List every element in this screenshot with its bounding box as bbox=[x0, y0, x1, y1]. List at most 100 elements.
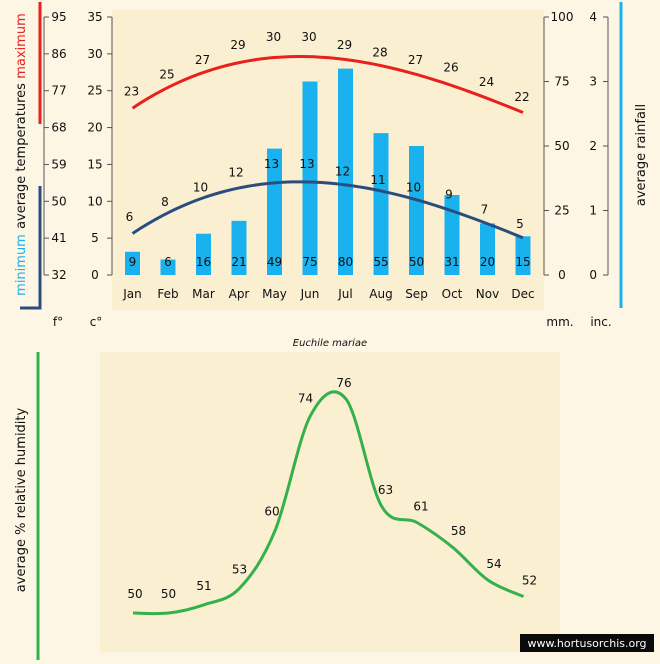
maximum-temperature-line bbox=[131, 55, 524, 114]
species-caption: Euchile mariae bbox=[293, 338, 367, 349]
maximum-value-label-jul: 29 bbox=[337, 38, 352, 52]
fahrenheit-tick-label: 32 bbox=[51, 268, 66, 282]
mm-tick-label: 75 bbox=[554, 75, 569, 89]
fahrenheit-tick-label: 86 bbox=[51, 47, 66, 61]
maximum-value-label-mar: 27 bbox=[195, 53, 210, 67]
celsius-tick-label: 35 bbox=[87, 10, 102, 24]
maximum-value-label-jan: 23 bbox=[124, 84, 139, 98]
humidity-value-label-dec: 52 bbox=[522, 574, 537, 588]
humidity-chart-panel bbox=[100, 352, 560, 652]
rainfall-value-label-feb: 6 bbox=[164, 255, 172, 269]
maximum-value-label-feb: 25 bbox=[159, 68, 174, 82]
month-label-dec: Dec bbox=[511, 287, 534, 301]
inch-tick-label: 1 bbox=[589, 204, 597, 218]
month-label-feb: Feb bbox=[157, 287, 178, 301]
celsius-unit-label: c° bbox=[90, 315, 103, 329]
mm-unit-label: mm. bbox=[546, 315, 573, 329]
minimum-bracket bbox=[20, 186, 42, 310]
humidity-value-label-jun: 74 bbox=[298, 392, 313, 406]
rainfall-bar-dec bbox=[515, 236, 531, 275]
inch-tick-label: 3 bbox=[589, 75, 597, 89]
minimum-value-label-feb: 8 bbox=[161, 195, 169, 209]
minimum-value-label-nov: 7 bbox=[481, 202, 489, 216]
minimum-value-label-sep: 10 bbox=[406, 180, 421, 194]
month-label-jan: Jan bbox=[122, 287, 142, 301]
mm-tick-label: 100 bbox=[551, 10, 574, 24]
minimum-value-label-dec: 5 bbox=[516, 217, 524, 231]
rainfall-bar-aug bbox=[373, 133, 389, 275]
month-label-oct: Oct bbox=[442, 287, 463, 301]
maximum-value-label-may: 30 bbox=[266, 30, 281, 44]
humidity-value-label-nov: 54 bbox=[486, 557, 501, 571]
minimum-value-label-jun: 13 bbox=[299, 157, 314, 171]
inch-tick-label: 4 bbox=[589, 10, 597, 24]
humidity-line bbox=[132, 390, 525, 616]
minimum-value-label-jul: 12 bbox=[335, 165, 350, 179]
month-label-jun: Jun bbox=[300, 287, 320, 301]
rainfall-value-label-nov: 20 bbox=[480, 255, 495, 269]
watermark-text: www.hortusorchis.org bbox=[527, 637, 646, 650]
maximum-value-label-oct: 26 bbox=[443, 60, 458, 74]
rainfall-bar-jun bbox=[302, 81, 318, 275]
celsius-tick-label: 25 bbox=[87, 84, 102, 98]
minimum-value-label-aug: 11 bbox=[370, 173, 385, 187]
maximum-axis-title: maximum bbox=[14, 13, 29, 79]
month-label-sep: Sep bbox=[405, 287, 428, 301]
minimum-value-label-mar: 10 bbox=[193, 180, 208, 194]
maximum-value-label-aug: 28 bbox=[372, 46, 387, 60]
mm-tick-label: 50 bbox=[554, 139, 569, 153]
humidity-value-label-oct: 58 bbox=[451, 524, 466, 538]
minimum-value-label-oct: 9 bbox=[445, 188, 453, 202]
minimum-value-label-apr: 12 bbox=[228, 166, 243, 180]
rainfall-bar-may bbox=[267, 148, 282, 275]
watermark-background bbox=[520, 634, 654, 652]
celsius-tick-label: 30 bbox=[87, 47, 102, 61]
rainfall-value-label-jan: 9 bbox=[129, 255, 137, 269]
rainfall-bar-jan bbox=[125, 251, 140, 275]
rainfall-bar-mar bbox=[196, 233, 211, 275]
rainfall-value-label-aug: 55 bbox=[373, 255, 388, 269]
top-chart-panel bbox=[112, 10, 544, 310]
inch-tick-label: 0 bbox=[589, 268, 597, 282]
inch-unit-label: inc. bbox=[590, 315, 611, 329]
inch-tick-label: 2 bbox=[589, 139, 597, 153]
fahrenheit-tick-label: 95 bbox=[51, 10, 66, 24]
rainfall-bar-apr bbox=[231, 220, 247, 275]
mm-tick-label: 25 bbox=[554, 204, 569, 218]
celsius-tick-label: 0 bbox=[91, 268, 99, 282]
maximum-value-label-sep: 27 bbox=[408, 53, 423, 67]
rainfall-value-label-may: 49 bbox=[267, 255, 282, 269]
celsius-tick-label: 5 bbox=[91, 231, 99, 245]
minimum-axis-title: minimum bbox=[14, 234, 29, 296]
celsius-tick-label: 15 bbox=[87, 157, 102, 171]
rainfall-value-label-oct: 31 bbox=[444, 255, 459, 269]
rainfall-value-label-sep: 50 bbox=[409, 255, 424, 269]
minimum-value-label-jan: 6 bbox=[126, 210, 134, 224]
month-label-mar: Mar bbox=[192, 287, 215, 301]
month-label-nov: Nov bbox=[476, 287, 499, 301]
average-rainfall-axis-title: average rainfall bbox=[634, 104, 649, 206]
rainfall-value-label-mar: 16 bbox=[196, 255, 211, 269]
humidity-value-label-jan: 50 bbox=[127, 587, 142, 601]
humidity-value-label-apr: 53 bbox=[232, 562, 247, 576]
maximum-value-label-jun: 30 bbox=[301, 30, 316, 44]
humidity-value-label-jul: 76 bbox=[336, 376, 351, 390]
minimum-temperature-line bbox=[131, 180, 524, 240]
maximum-value-label-apr: 29 bbox=[230, 38, 245, 52]
humidity-value-label-aug: 63 bbox=[378, 483, 393, 497]
rainfall-value-label-jun: 75 bbox=[302, 255, 317, 269]
month-label-apr: Apr bbox=[229, 287, 250, 301]
rainfall-bar-nov bbox=[480, 223, 495, 275]
maximum-value-label-nov: 24 bbox=[479, 75, 494, 89]
humidity-value-label-feb: 50 bbox=[161, 587, 176, 601]
celsius-tick-label: 10 bbox=[87, 194, 102, 208]
humidity-value-label-may: 60 bbox=[264, 505, 279, 519]
humidity-value-label-sep: 61 bbox=[413, 500, 428, 514]
month-label-jul: Jul bbox=[337, 287, 352, 301]
rainfall-value-label-dec: 15 bbox=[515, 255, 530, 269]
rainfall-bar-oct bbox=[444, 195, 460, 275]
humidity-value-label-mar: 51 bbox=[196, 579, 211, 593]
rainfall-value-label-apr: 21 bbox=[231, 255, 246, 269]
